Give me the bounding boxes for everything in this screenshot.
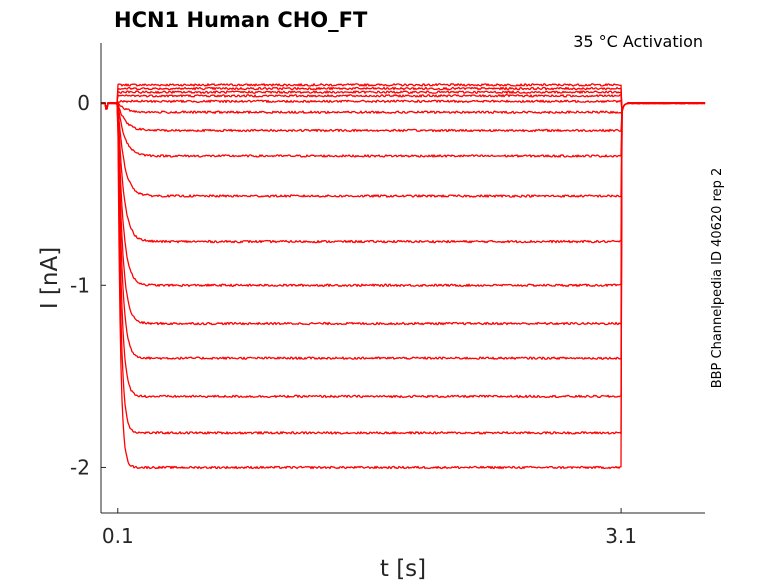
trace-line <box>100 90 706 113</box>
trace-line <box>100 101 706 114</box>
trace-line <box>100 99 706 113</box>
trace-line <box>100 94 706 113</box>
trace-line <box>100 101 706 158</box>
trace-line <box>100 101 706 326</box>
side-label: BBP Channelpedia ID 40620 rep 2 <box>710 168 725 389</box>
trace-line <box>100 101 706 470</box>
x-axis-label: t [s] <box>380 556 426 582</box>
trace-line <box>100 101 705 288</box>
y-tick-label: -1 <box>70 273 90 297</box>
trace-line <box>100 101 705 244</box>
x-tick-label: 0.1 <box>102 524 134 548</box>
trace-line <box>100 83 706 113</box>
y-tick-label: 0 <box>77 91 90 115</box>
x-tick-label: 3.1 <box>605 524 637 548</box>
trace-line <box>101 101 706 399</box>
trace-line <box>100 101 706 360</box>
chart-title: HCN1 Human CHO_FT <box>114 8 368 32</box>
y-axis-label: I [nA] <box>37 247 63 309</box>
trace-line <box>100 86 706 113</box>
trace-line <box>100 101 706 133</box>
y-tick-label: -2 <box>70 455 90 479</box>
y-ticks: 0 -1 -2 <box>70 91 106 479</box>
trace-line <box>100 101 706 198</box>
chart-annotation: 35 °C Activation <box>573 32 703 51</box>
traces <box>100 83 706 470</box>
trace-line <box>100 101 705 435</box>
x-ticks: 0.1 3.1 <box>102 508 637 548</box>
